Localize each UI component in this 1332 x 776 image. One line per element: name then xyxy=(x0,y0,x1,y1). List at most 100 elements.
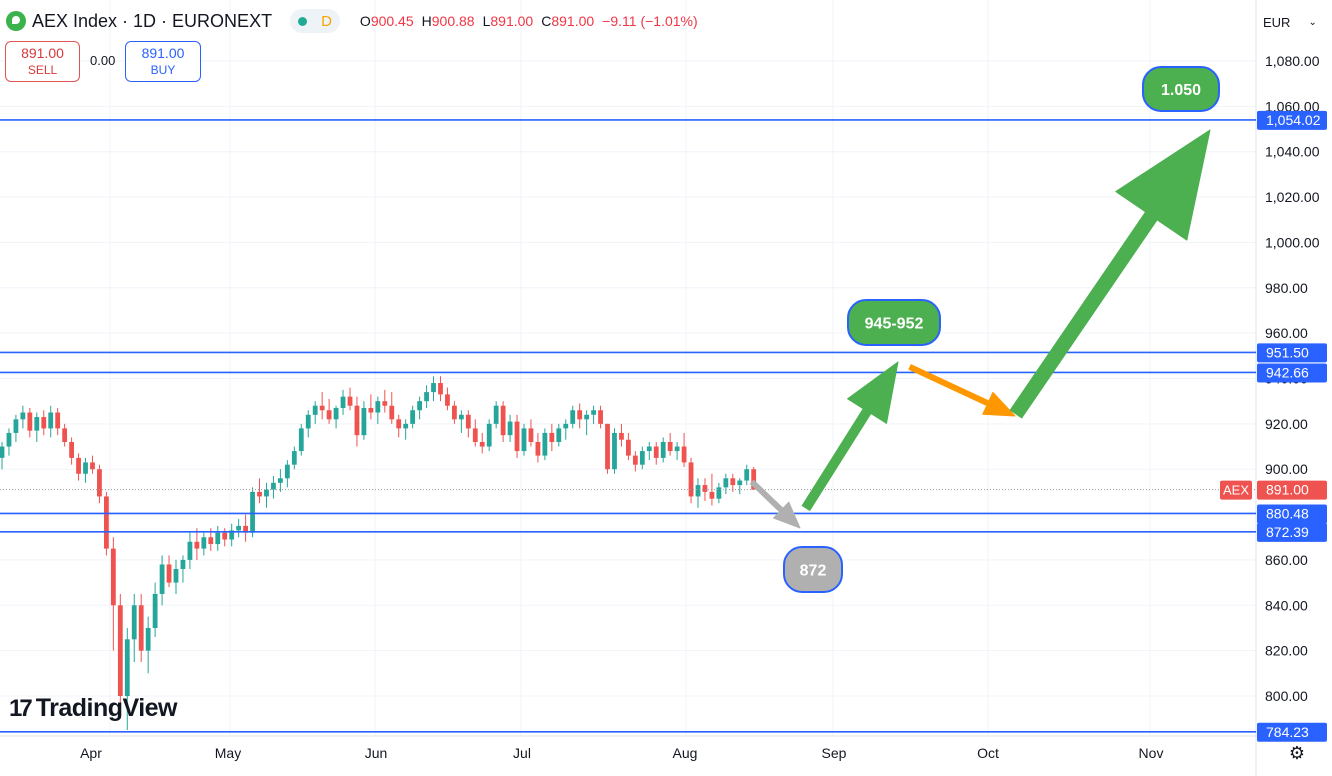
candle-body xyxy=(104,496,109,549)
close-value: 891.00 xyxy=(551,13,595,29)
candle xyxy=(702,478,708,501)
candle-body xyxy=(90,462,95,470)
candle xyxy=(13,414,19,442)
candle-body xyxy=(452,405,457,420)
orange-pullback-arrow[interactable] xyxy=(908,364,1016,417)
callout-target-872-text: 872 xyxy=(800,563,827,580)
symbol-title[interactable]: AEX Index · 1D · EURONEXT xyxy=(32,10,273,31)
candle xyxy=(250,487,255,538)
candle-body xyxy=(271,482,276,490)
level-label-bg-1 xyxy=(1257,343,1327,363)
candle xyxy=(20,405,26,429)
candle-body xyxy=(584,414,590,420)
candle xyxy=(222,528,228,547)
candle-body xyxy=(667,442,673,452)
candle xyxy=(298,423,304,456)
candle xyxy=(62,423,68,447)
candle-body xyxy=(145,627,151,651)
y-tick-label-2: 1,040.00 xyxy=(1265,144,1320,160)
y-tick-label-0: 1,080.00 xyxy=(1265,53,1320,69)
tradingview-logo[interactable]: 17 TradingView xyxy=(9,694,178,723)
green-up-arrow-2[interactable] xyxy=(1009,129,1211,419)
candle-body xyxy=(458,414,464,420)
symbol-tag-bg xyxy=(1220,480,1252,500)
candle xyxy=(382,389,388,413)
gray-down-arrow[interactable] xyxy=(749,479,801,529)
y-tick-label-11: 860.00 xyxy=(1265,552,1308,568)
callout-target-1050-box[interactable] xyxy=(1142,66,1220,112)
candle-body xyxy=(201,537,207,549)
x-tick-label-2: Jun xyxy=(365,745,388,761)
buy-button[interactable]: 891.00 BUY xyxy=(125,41,201,82)
high-value: 900.88 xyxy=(431,13,475,29)
candle xyxy=(431,376,436,402)
x-tick-label-6: Oct xyxy=(977,745,999,761)
candle xyxy=(0,442,5,470)
candle xyxy=(264,482,269,508)
candle-body xyxy=(138,605,144,651)
y-tick-label-5: 980.00 xyxy=(1265,280,1308,296)
candle-body xyxy=(180,559,186,569)
x-tick-label-5: Sep xyxy=(822,745,847,761)
gear-icon[interactable]: ⚙ xyxy=(1288,743,1306,763)
candle xyxy=(166,555,172,588)
candle-body xyxy=(410,410,416,424)
currency-label: EUR xyxy=(1263,14,1291,30)
candle-body xyxy=(646,446,652,452)
high-label: H xyxy=(421,13,432,29)
candle-body xyxy=(431,383,436,393)
callout-target-945-952-text: 945-952 xyxy=(865,316,924,333)
candle-body xyxy=(27,412,33,431)
candle xyxy=(347,387,353,411)
candle-body xyxy=(62,428,68,442)
chevron-down-icon: ⌄ xyxy=(1308,16,1317,28)
candle xyxy=(612,428,617,474)
candle-body xyxy=(417,401,422,411)
candle xyxy=(653,442,659,465)
candle xyxy=(570,405,576,429)
candle-body xyxy=(361,407,367,436)
callout-target-872-box[interactable] xyxy=(783,546,843,593)
callout-target-945-952-box[interactable] xyxy=(847,299,941,346)
candle-body xyxy=(521,428,527,452)
candle xyxy=(6,428,12,456)
candle-body xyxy=(619,432,624,440)
candle xyxy=(445,387,450,411)
data-status-letter: D xyxy=(321,12,332,30)
open-label: O xyxy=(359,13,371,29)
candle-body xyxy=(549,432,555,442)
buy-price: 891.00 xyxy=(141,45,185,61)
candle-body xyxy=(396,419,402,429)
level-label-3: 880.48 xyxy=(1266,505,1309,521)
candle-body xyxy=(333,407,339,420)
candle xyxy=(361,401,367,440)
candle-body xyxy=(312,405,318,415)
candle-body xyxy=(542,432,548,456)
candle xyxy=(159,555,165,606)
candle-body xyxy=(257,491,262,497)
candle xyxy=(674,442,680,461)
callout-target-1050-text: 1.050 xyxy=(1161,82,1201,99)
candle xyxy=(528,419,534,447)
candle xyxy=(284,460,290,488)
open-value: 900.45 xyxy=(370,13,414,29)
candle-body xyxy=(291,451,297,465)
candle xyxy=(591,405,596,424)
candle-body xyxy=(6,432,12,447)
candle xyxy=(410,405,416,429)
y-tick-label-9: 900.00 xyxy=(1265,461,1308,477)
candle xyxy=(291,446,297,470)
candle xyxy=(312,401,318,424)
sell-button[interactable]: 891.00 SELL xyxy=(5,41,80,82)
candle xyxy=(389,392,395,424)
candle-body xyxy=(243,525,248,533)
currency-selector[interactable]: EUR ⌄ xyxy=(1258,9,1328,35)
candle-body xyxy=(445,394,450,406)
candle-body xyxy=(639,451,645,465)
candle-body xyxy=(0,446,5,458)
market-status-pill[interactable]: D xyxy=(290,9,340,33)
green-up-arrow-1[interactable] xyxy=(801,361,899,511)
sell-price: 891.00 xyxy=(21,45,64,61)
candle xyxy=(605,423,610,474)
